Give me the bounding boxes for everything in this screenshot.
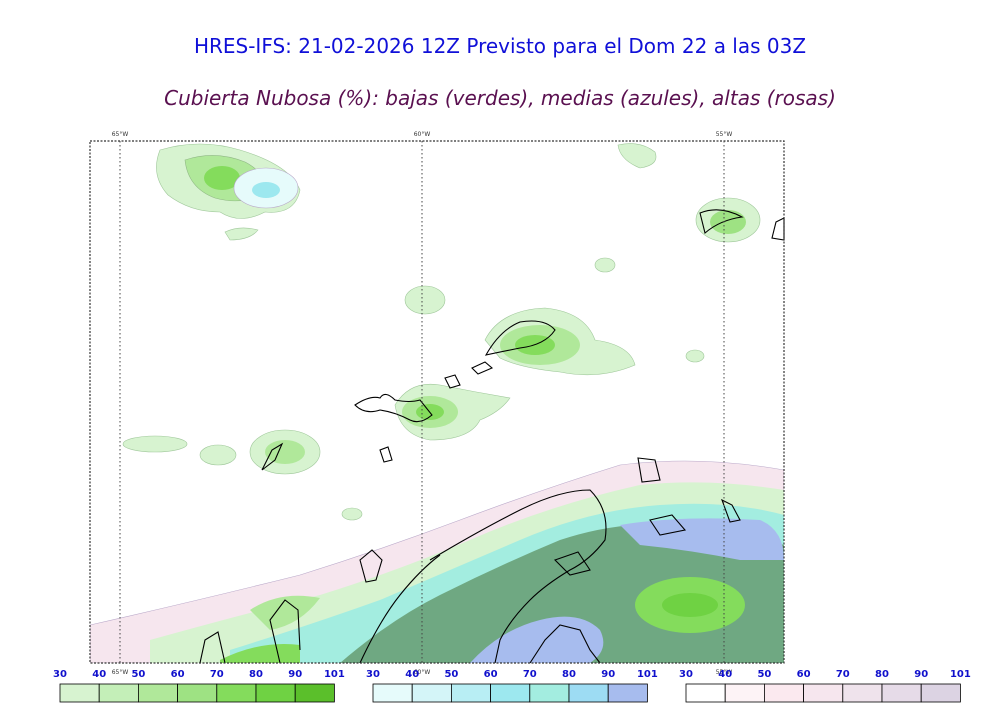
- colorbar-swatch: [568, 683, 609, 703]
- colorbar-tick-label: 101: [324, 669, 345, 680]
- colorbar-tick-label: 80: [562, 669, 576, 680]
- low-cloud-blob-west: [122, 429, 363, 521]
- mid-clouds-colorbar: 30 40 50 60 70 80 90 101: [366, 669, 658, 703]
- colorbar-tick-label: 70: [210, 669, 224, 680]
- colorbar-swatch: [920, 683, 961, 703]
- colorbar-swatch: [216, 683, 257, 703]
- colorbar-swatch: [294, 683, 335, 703]
- colorbar-swatch: [450, 683, 491, 703]
- colorbar-swatch: [529, 683, 570, 703]
- colorbar-tick-label: 70: [836, 669, 850, 680]
- colorbar-tick-label: 70: [523, 669, 537, 680]
- low-clouds-colorbar: 30 40 50 60 70 80 90 101: [53, 669, 345, 703]
- bottom-longitude-label-60w: 60°W: [414, 669, 431, 676]
- colorbar-tick-label: 80: [249, 669, 263, 680]
- colorbar-swatch: [724, 683, 765, 703]
- colorbar-swatch: [137, 683, 178, 703]
- colorbar-swatch: [98, 683, 139, 703]
- colorbar-tick-label: 50: [444, 669, 458, 680]
- colorbar-tick-label: 90: [914, 669, 928, 680]
- colorbar-swatch: [607, 683, 648, 703]
- colorbar-swatch: [59, 683, 100, 703]
- map-frame: [89, 140, 785, 664]
- low-cloud-blob-center: [394, 257, 705, 441]
- colorbar-tick-label: 50: [131, 669, 145, 680]
- low-cloud-blob-northeast: [617, 143, 761, 243]
- colorbar-tick-label: 50: [757, 669, 771, 680]
- colorbars: 30 40 50 60 70 80 90 101 30 40 50 60 70 80 90 101 30 40 50…: [53, 669, 971, 703]
- bottom-longitude-label-55w: 55°W: [716, 669, 733, 676]
- longitude-label-65w: 65°W: [112, 131, 129, 138]
- colorbar-tick-label: 90: [601, 669, 615, 680]
- colorbar-swatch: [881, 683, 922, 703]
- colorbar-tick-label: 101: [950, 669, 971, 680]
- colorbar-swatch: [177, 683, 218, 703]
- cloud-cover-field: [90, 143, 784, 663]
- colorbar-tick-label: 30: [53, 669, 67, 680]
- colorbar-tick-label: 101: [637, 669, 658, 680]
- colorbar-swatch: [411, 683, 452, 703]
- colorbar-swatch: [372, 683, 413, 703]
- coastlines: [199, 209, 785, 664]
- colorbar-tick-label: 60: [797, 669, 811, 680]
- colorbar-tick-label: 40: [405, 669, 419, 680]
- low-cloud-blob-northwest: [156, 143, 301, 241]
- colorbar-swatch: [490, 683, 531, 703]
- colorbar-tick-label: 40: [718, 669, 732, 680]
- colorbar-swatch: [842, 683, 883, 703]
- colorbar-swatch: [764, 683, 805, 703]
- map-subtitle: Cubierta Nubosa (%): bajas (verdes), med…: [164, 86, 836, 110]
- colorbar-swatch: [255, 683, 296, 703]
- colorbar-swatch: [685, 683, 726, 703]
- high-clouds-colorbar: 30 40 50 60 70 80 90 101: [679, 669, 971, 703]
- colorbar-tick-label: 90: [288, 669, 302, 680]
- meridian-lines: [119, 141, 725, 663]
- colorbar-tick-label: 40: [92, 669, 106, 680]
- colorbar-tick-label: 30: [366, 669, 380, 680]
- colorbar-swatch: [803, 683, 844, 703]
- colorbar-tick-label: 80: [875, 669, 889, 680]
- longitude-label-60w: 60°W: [414, 131, 431, 138]
- colorbar-tick-label: 60: [484, 669, 498, 680]
- colorbar-tick-label: 60: [171, 669, 185, 680]
- longitude-label-55w: 55°W: [716, 131, 733, 138]
- southern-cloud-band: [90, 460, 784, 663]
- map-title: HRES-IFS: 21-02-2026 12Z Previsto para e…: [193, 34, 807, 58]
- colorbar-tick-label: 30: [679, 669, 693, 680]
- bottom-longitude-label-65w: 65°W: [112, 669, 129, 676]
